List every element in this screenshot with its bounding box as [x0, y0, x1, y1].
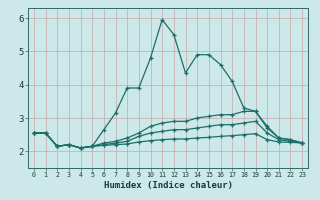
X-axis label: Humidex (Indice chaleur): Humidex (Indice chaleur) [103, 181, 233, 190]
